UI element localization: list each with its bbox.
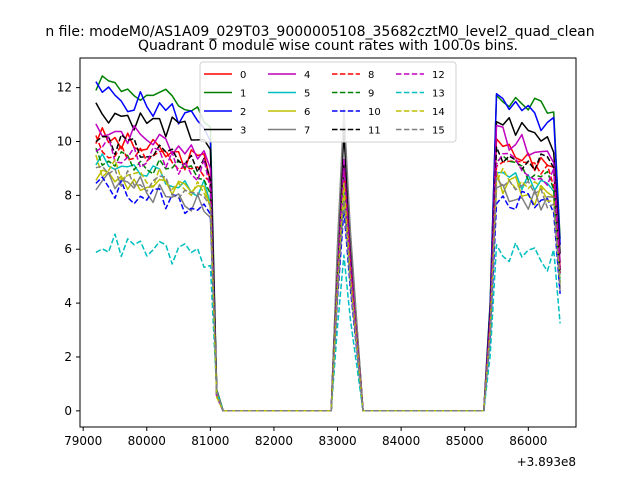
tick-layer: 79000 80000 81000 82000 83000 84000 85000 86000… xyxy=(57,81,548,448)
x-tick-label: 80000 xyxy=(128,434,166,448)
x-tick-label: 82000 xyxy=(255,434,293,448)
legend-label-2: 2 xyxy=(240,107,246,118)
legend-label-12: 12 xyxy=(432,70,445,81)
y-tick-label: 4 xyxy=(64,296,72,310)
legend-label-4: 4 xyxy=(304,70,310,81)
legend-label-5: 5 xyxy=(304,89,310,100)
legend-label-10: 10 xyxy=(368,107,381,118)
chart-title: Quadrant 0 module wise count rates with … xyxy=(138,38,518,54)
legend-label-6: 6 xyxy=(304,107,310,118)
y-tick-label: 8 xyxy=(64,188,72,202)
x-tick-label: 84000 xyxy=(382,434,420,448)
series-line-9 xyxy=(95,147,561,412)
y-tick-label: 0 xyxy=(64,404,72,418)
legend-label-3: 3 xyxy=(240,126,246,137)
x-offset-label: +3.893e8 xyxy=(517,455,576,469)
legend-label-1: 1 xyxy=(240,89,246,100)
series-line-10 xyxy=(95,176,561,412)
legend-box xyxy=(199,61,457,143)
x-tick-label: 86000 xyxy=(509,434,547,448)
y-tick-label: 10 xyxy=(57,134,72,148)
x-tick-label: 79000 xyxy=(64,434,102,448)
legend-label-13: 13 xyxy=(432,89,445,100)
legend-label-8: 8 xyxy=(368,70,374,81)
x-tick-label: 83000 xyxy=(318,434,356,448)
x-tick-label: 81000 xyxy=(191,434,229,448)
y-tick-label: 2 xyxy=(64,350,72,364)
legend-label-7: 7 xyxy=(304,126,310,137)
chart-suptitle: n file: modeM0/AS1A09_029T03_9000005108_… xyxy=(45,24,594,40)
series-line-14 xyxy=(95,154,561,412)
legend-label-14: 14 xyxy=(432,107,445,118)
legend-label-0: 0 xyxy=(240,70,246,81)
y-tick-label: 12 xyxy=(57,81,72,95)
y-tick-label: 6 xyxy=(64,242,72,256)
plot-frame xyxy=(79,57,577,428)
legend-label-11: 11 xyxy=(368,126,381,137)
legend-label-15: 15 xyxy=(432,126,445,137)
legend-label-9: 9 xyxy=(368,89,374,100)
x-tick-label: 85000 xyxy=(446,434,484,448)
series-line-15 xyxy=(95,165,561,412)
series-layer xyxy=(95,75,561,412)
series-line-12 xyxy=(95,136,561,412)
